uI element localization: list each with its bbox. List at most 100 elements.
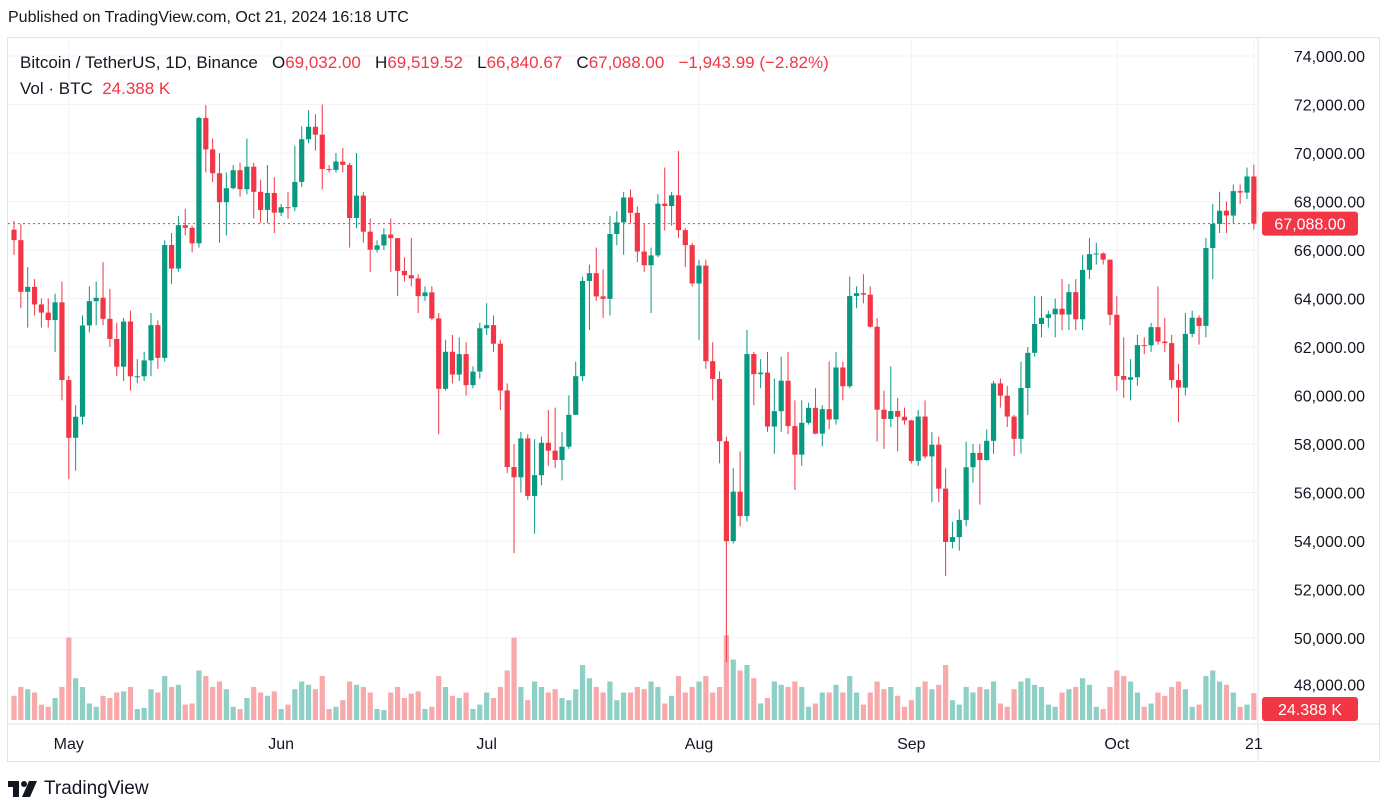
candle[interactable] [401,257,408,282]
candle[interactable] [833,351,839,425]
candle[interactable] [956,509,962,551]
candle[interactable] [1203,237,1209,338]
candle[interactable] [326,165,332,173]
candle[interactable] [59,281,65,401]
candle[interactable] [853,286,860,309]
candle[interactable] [840,361,846,401]
candle[interactable] [1066,283,1072,331]
candle[interactable] [1045,310,1051,328]
candle[interactable] [251,162,257,219]
candles[interactable] [11,104,1257,663]
candle[interactable] [696,259,702,340]
candle[interactable] [319,104,325,190]
candle[interactable] [1217,191,1223,234]
candle[interactable] [73,405,79,471]
candle[interactable] [66,376,72,480]
candle[interactable] [1025,347,1031,415]
candle[interactable] [970,444,976,483]
candle[interactable] [470,366,476,389]
candle[interactable] [860,274,866,304]
candle[interactable] [627,189,634,224]
candle[interactable] [1134,334,1140,386]
candle[interactable] [751,351,757,406]
candle[interactable] [278,203,284,217]
candle[interactable] [1100,252,1106,265]
candle[interactable] [977,444,983,505]
candle[interactable] [415,274,421,314]
candle[interactable] [744,330,750,522]
candle[interactable] [463,342,469,396]
candle[interactable] [1018,361,1024,454]
candle[interactable] [456,337,462,381]
candle[interactable] [778,356,784,432]
candle[interactable] [881,390,887,449]
candle[interactable] [367,218,373,272]
candle[interactable] [867,286,873,328]
candle[interactable] [477,322,483,379]
candle[interactable] [1114,296,1120,391]
candle[interactable] [1038,296,1045,338]
candle[interactable] [484,303,490,335]
candle[interactable] [353,153,360,229]
candle[interactable] [1032,296,1038,357]
candle[interactable] [299,126,305,187]
price-axis[interactable]: 50,000.00 52,000.00 54,000.00 56,000.00 58,0… [1294,49,1365,695]
candle[interactable] [1086,237,1093,280]
candle[interactable] [100,262,106,326]
candle[interactable] [107,288,113,347]
candle[interactable] [799,400,805,466]
candle[interactable] [381,228,387,250]
candle[interactable] [874,317,880,442]
candle[interactable] [1011,414,1017,457]
candle[interactable] [669,191,675,226]
candle[interactable] [449,334,455,384]
candle[interactable] [703,259,709,369]
candle[interactable] [573,361,579,415]
candle[interactable] [826,361,832,430]
candle[interactable] [1059,279,1065,331]
candle[interactable] [792,400,798,491]
symbol-title[interactable]: Bitcoin / TetherUS, 1D, Binance [20,53,258,72]
candle[interactable] [600,269,606,318]
candle[interactable] [121,317,127,381]
candle[interactable] [38,298,44,328]
candle[interactable] [764,351,771,432]
candle[interactable] [162,240,168,362]
candle[interactable] [182,208,188,236]
candle[interactable] [812,388,819,435]
candle[interactable] [1004,385,1010,428]
candle[interactable] [552,407,558,469]
candle[interactable] [127,310,134,391]
candle[interactable] [230,165,236,190]
candle[interactable] [360,191,366,243]
candle[interactable] [1093,242,1099,265]
candle[interactable] [1230,184,1236,224]
candle[interactable] [984,429,990,461]
candle[interactable] [264,165,271,224]
candle[interactable] [1196,315,1202,345]
candle[interactable] [305,110,312,144]
candle[interactable] [1210,203,1216,280]
candle[interactable] [388,218,394,272]
candle[interactable] [758,359,764,389]
volume-label[interactable]: Vol · BTC [20,79,93,98]
candle[interactable] [196,116,202,248]
candle[interactable] [614,211,620,246]
candle[interactable] [422,286,428,301]
candle[interactable] [922,400,928,459]
candle[interactable] [538,436,545,486]
candle[interactable] [1121,337,1127,398]
candle[interactable] [1162,317,1168,352]
candle[interactable] [210,138,216,183]
candle[interactable] [901,407,908,425]
candle[interactable] [990,380,997,454]
candle[interactable] [18,224,24,309]
time-axis[interactable]: May Jun Jul Aug Sep Oct 21 [54,736,1263,753]
candle[interactable] [408,237,414,287]
candle[interactable] [31,279,38,316]
candle[interactable] [847,276,853,389]
candle[interactable] [888,366,894,428]
candle[interactable] [333,153,339,173]
candle[interactable] [1155,286,1161,345]
candle[interactable] [490,315,497,352]
